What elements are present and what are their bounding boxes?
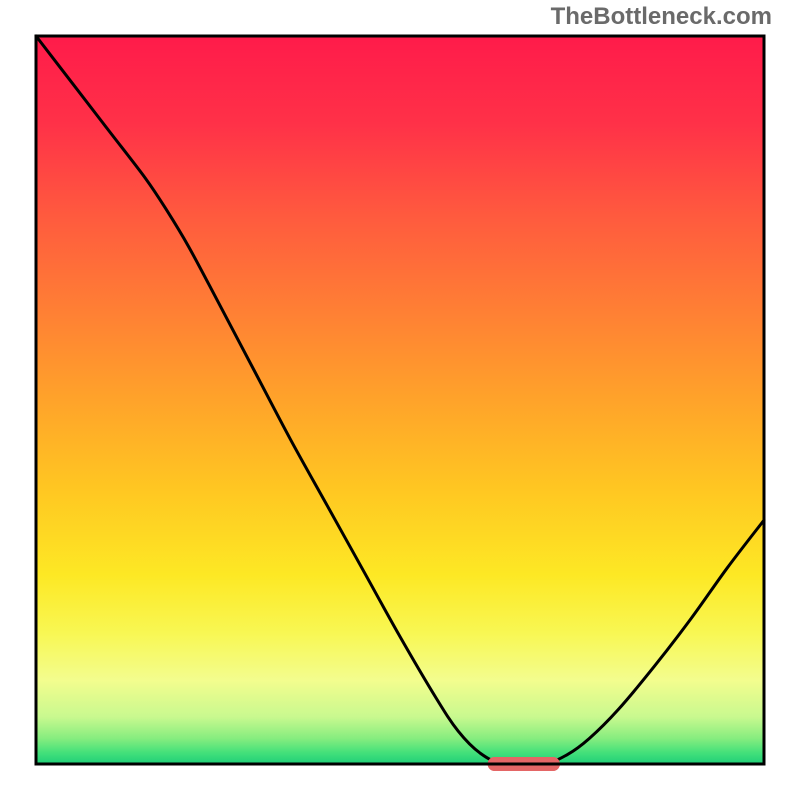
watermark-text: TheBottleneck.com <box>551 3 772 30</box>
plot-background <box>36 36 764 764</box>
bottleneck-curve-chart: TheBottleneck.com <box>0 0 800 800</box>
chart-container: TheBottleneck.com <box>0 0 800 800</box>
